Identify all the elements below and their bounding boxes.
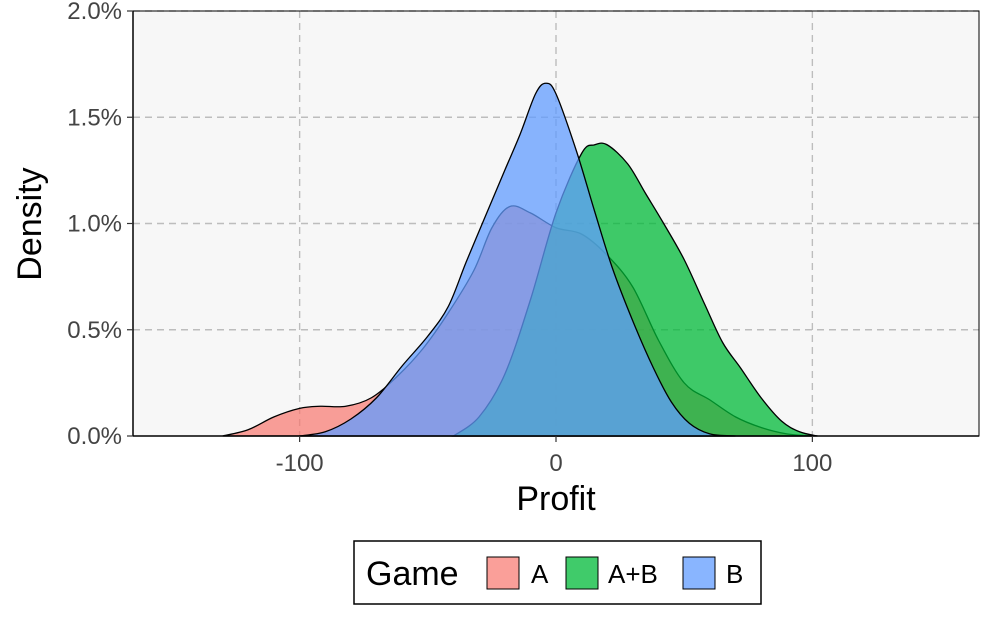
legend-swatch-a-plus-b — [565, 556, 599, 590]
y-tick-label: 0.0% — [67, 423, 122, 450]
y-tick-label: 1.0% — [67, 211, 122, 238]
legend-label-b: B — [726, 559, 743, 589]
legend-swatch-b — [682, 556, 716, 590]
legend-item-a: A — [486, 556, 549, 590]
density-areas — [222, 82, 818, 437]
x-tick-label: 0 — [549, 450, 562, 477]
x-tick-label: 100 — [792, 450, 832, 477]
x-tick-label: -100 — [276, 450, 324, 477]
y-axis-ticks: 0.0% 0.5% 1.0% 1.5% 2.0% — [67, 0, 133, 450]
y-tick-label: 0.5% — [67, 317, 122, 344]
x-axis-ticks: -100 0 100 — [276, 436, 832, 477]
legend-item-b: B — [682, 556, 743, 590]
y-tick-label: 1.5% — [67, 104, 122, 131]
legend-label-a-plus-b: A+B — [608, 559, 658, 589]
legend: Game A A+B B — [353, 540, 762, 605]
y-axis-title: Density — [11, 167, 49, 280]
legend-label-a: A — [531, 559, 549, 589]
density-area-b — [299, 82, 736, 437]
legend-swatch-a — [486, 556, 520, 590]
y-tick-label: 2.0% — [67, 0, 122, 25]
legend-title: Game — [366, 555, 459, 593]
legend-item-a-plus-b: A+B — [565, 556, 658, 590]
x-axis-title: Profit — [516, 480, 596, 518]
